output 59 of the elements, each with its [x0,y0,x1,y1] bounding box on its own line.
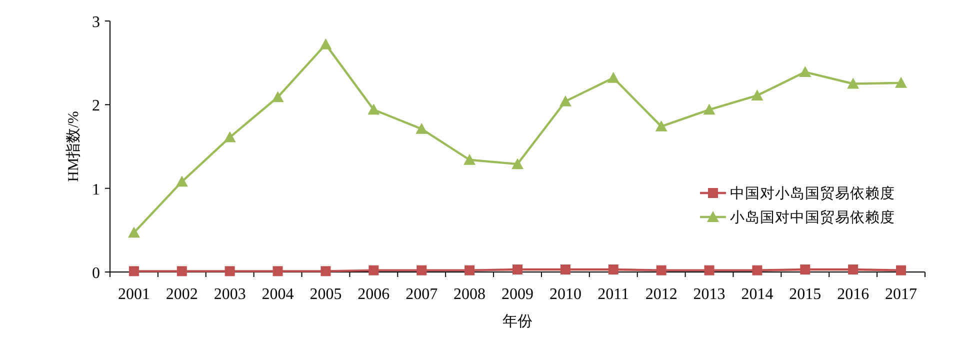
x-tick-label: 2004 [262,286,294,303]
point [848,264,858,274]
y-tick-label: 3 [92,14,100,31]
point [368,265,379,276]
x-tick-label: 2009 [502,286,534,303]
point [320,38,332,50]
x-tick-label: 2016 [837,286,870,303]
x-tick-label: 2007 [406,286,438,303]
point [512,264,522,274]
point [607,72,620,83]
x-tick-label: 2001 [118,286,150,303]
x-tick-label: 2002 [166,286,198,303]
point [128,226,140,238]
point [704,265,714,276]
x-tick-label: 2005 [310,286,342,303]
x-tick-label: 2008 [454,286,486,303]
y-axis-title: HM指数/% [65,111,82,182]
x-tick-label: 2014 [741,286,774,303]
point [272,91,284,102]
point [320,266,331,276]
point [128,266,139,276]
point [464,265,475,276]
point [847,78,860,89]
point [176,266,187,276]
y-tick-label: 1 [92,181,100,198]
point [560,264,570,274]
point [655,120,668,132]
y-tick-label: 0 [92,265,100,282]
point [608,264,618,274]
point [703,104,716,115]
legend-label: 小岛国对中国贸易依赖度 [730,209,895,226]
point [559,95,572,106]
x-tick-label: 2015 [789,286,822,303]
point [799,66,812,78]
point [224,131,236,142]
point [800,264,810,274]
x-tick-label: 2011 [598,286,630,303]
x-tick-label: 2006 [358,286,390,303]
point [176,176,188,187]
x-tick-label: 2013 [693,286,726,303]
x-tick-label: 2017 [885,286,918,303]
point [224,266,235,276]
point [751,89,764,100]
x-axis-title: 年份 [502,313,532,330]
point [512,158,524,170]
point [464,154,476,165]
legend-label: 中国对小岛国贸易依赖度 [730,185,895,202]
y-tick-label: 2 [92,98,100,115]
x-tick-label: 2010 [549,286,582,303]
point [416,122,428,134]
point [416,265,427,276]
point [368,104,380,115]
x-tick-label: 2003 [214,286,246,303]
point [895,76,908,88]
point [752,265,762,276]
point [656,265,666,276]
point [272,266,283,276]
x-tick-label: 2012 [645,286,678,303]
point [896,265,906,276]
